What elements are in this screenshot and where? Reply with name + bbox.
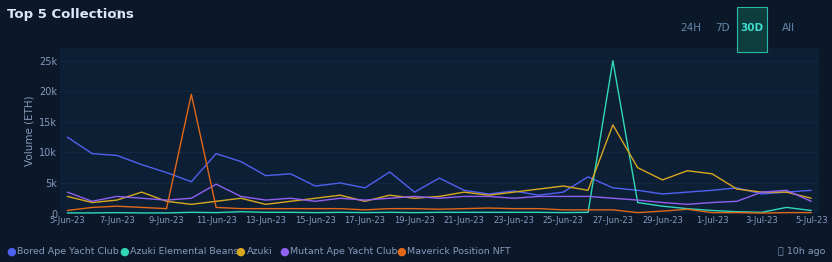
Text: ●: ● bbox=[396, 246, 406, 256]
Text: 7D: 7D bbox=[715, 23, 730, 32]
Text: Maverick Position NFT: Maverick Position NFT bbox=[408, 247, 511, 256]
Y-axis label: Volume (ETH): Volume (ETH) bbox=[25, 96, 35, 166]
Text: Azuki: Azuki bbox=[246, 247, 272, 256]
Text: Top 5 Collections: Top 5 Collections bbox=[7, 8, 133, 21]
Text: Azuki Elemental Beans: Azuki Elemental Beans bbox=[130, 247, 238, 256]
Text: ●: ● bbox=[7, 246, 17, 256]
Text: ●: ● bbox=[280, 246, 290, 256]
Text: ●: ● bbox=[119, 246, 129, 256]
Text: Mutant Ape Yacht Club: Mutant Ape Yacht Club bbox=[290, 247, 398, 256]
Text: ⓘ: ⓘ bbox=[115, 8, 121, 18]
Text: 24H: 24H bbox=[680, 23, 701, 32]
Text: ●: ● bbox=[236, 246, 245, 256]
Text: Bored Ape Yacht Club: Bored Ape Yacht Club bbox=[17, 247, 119, 256]
Text: ⏱ 10h ago: ⏱ 10h ago bbox=[778, 247, 825, 256]
Text: 30D: 30D bbox=[740, 23, 764, 32]
Text: All: All bbox=[782, 23, 795, 32]
